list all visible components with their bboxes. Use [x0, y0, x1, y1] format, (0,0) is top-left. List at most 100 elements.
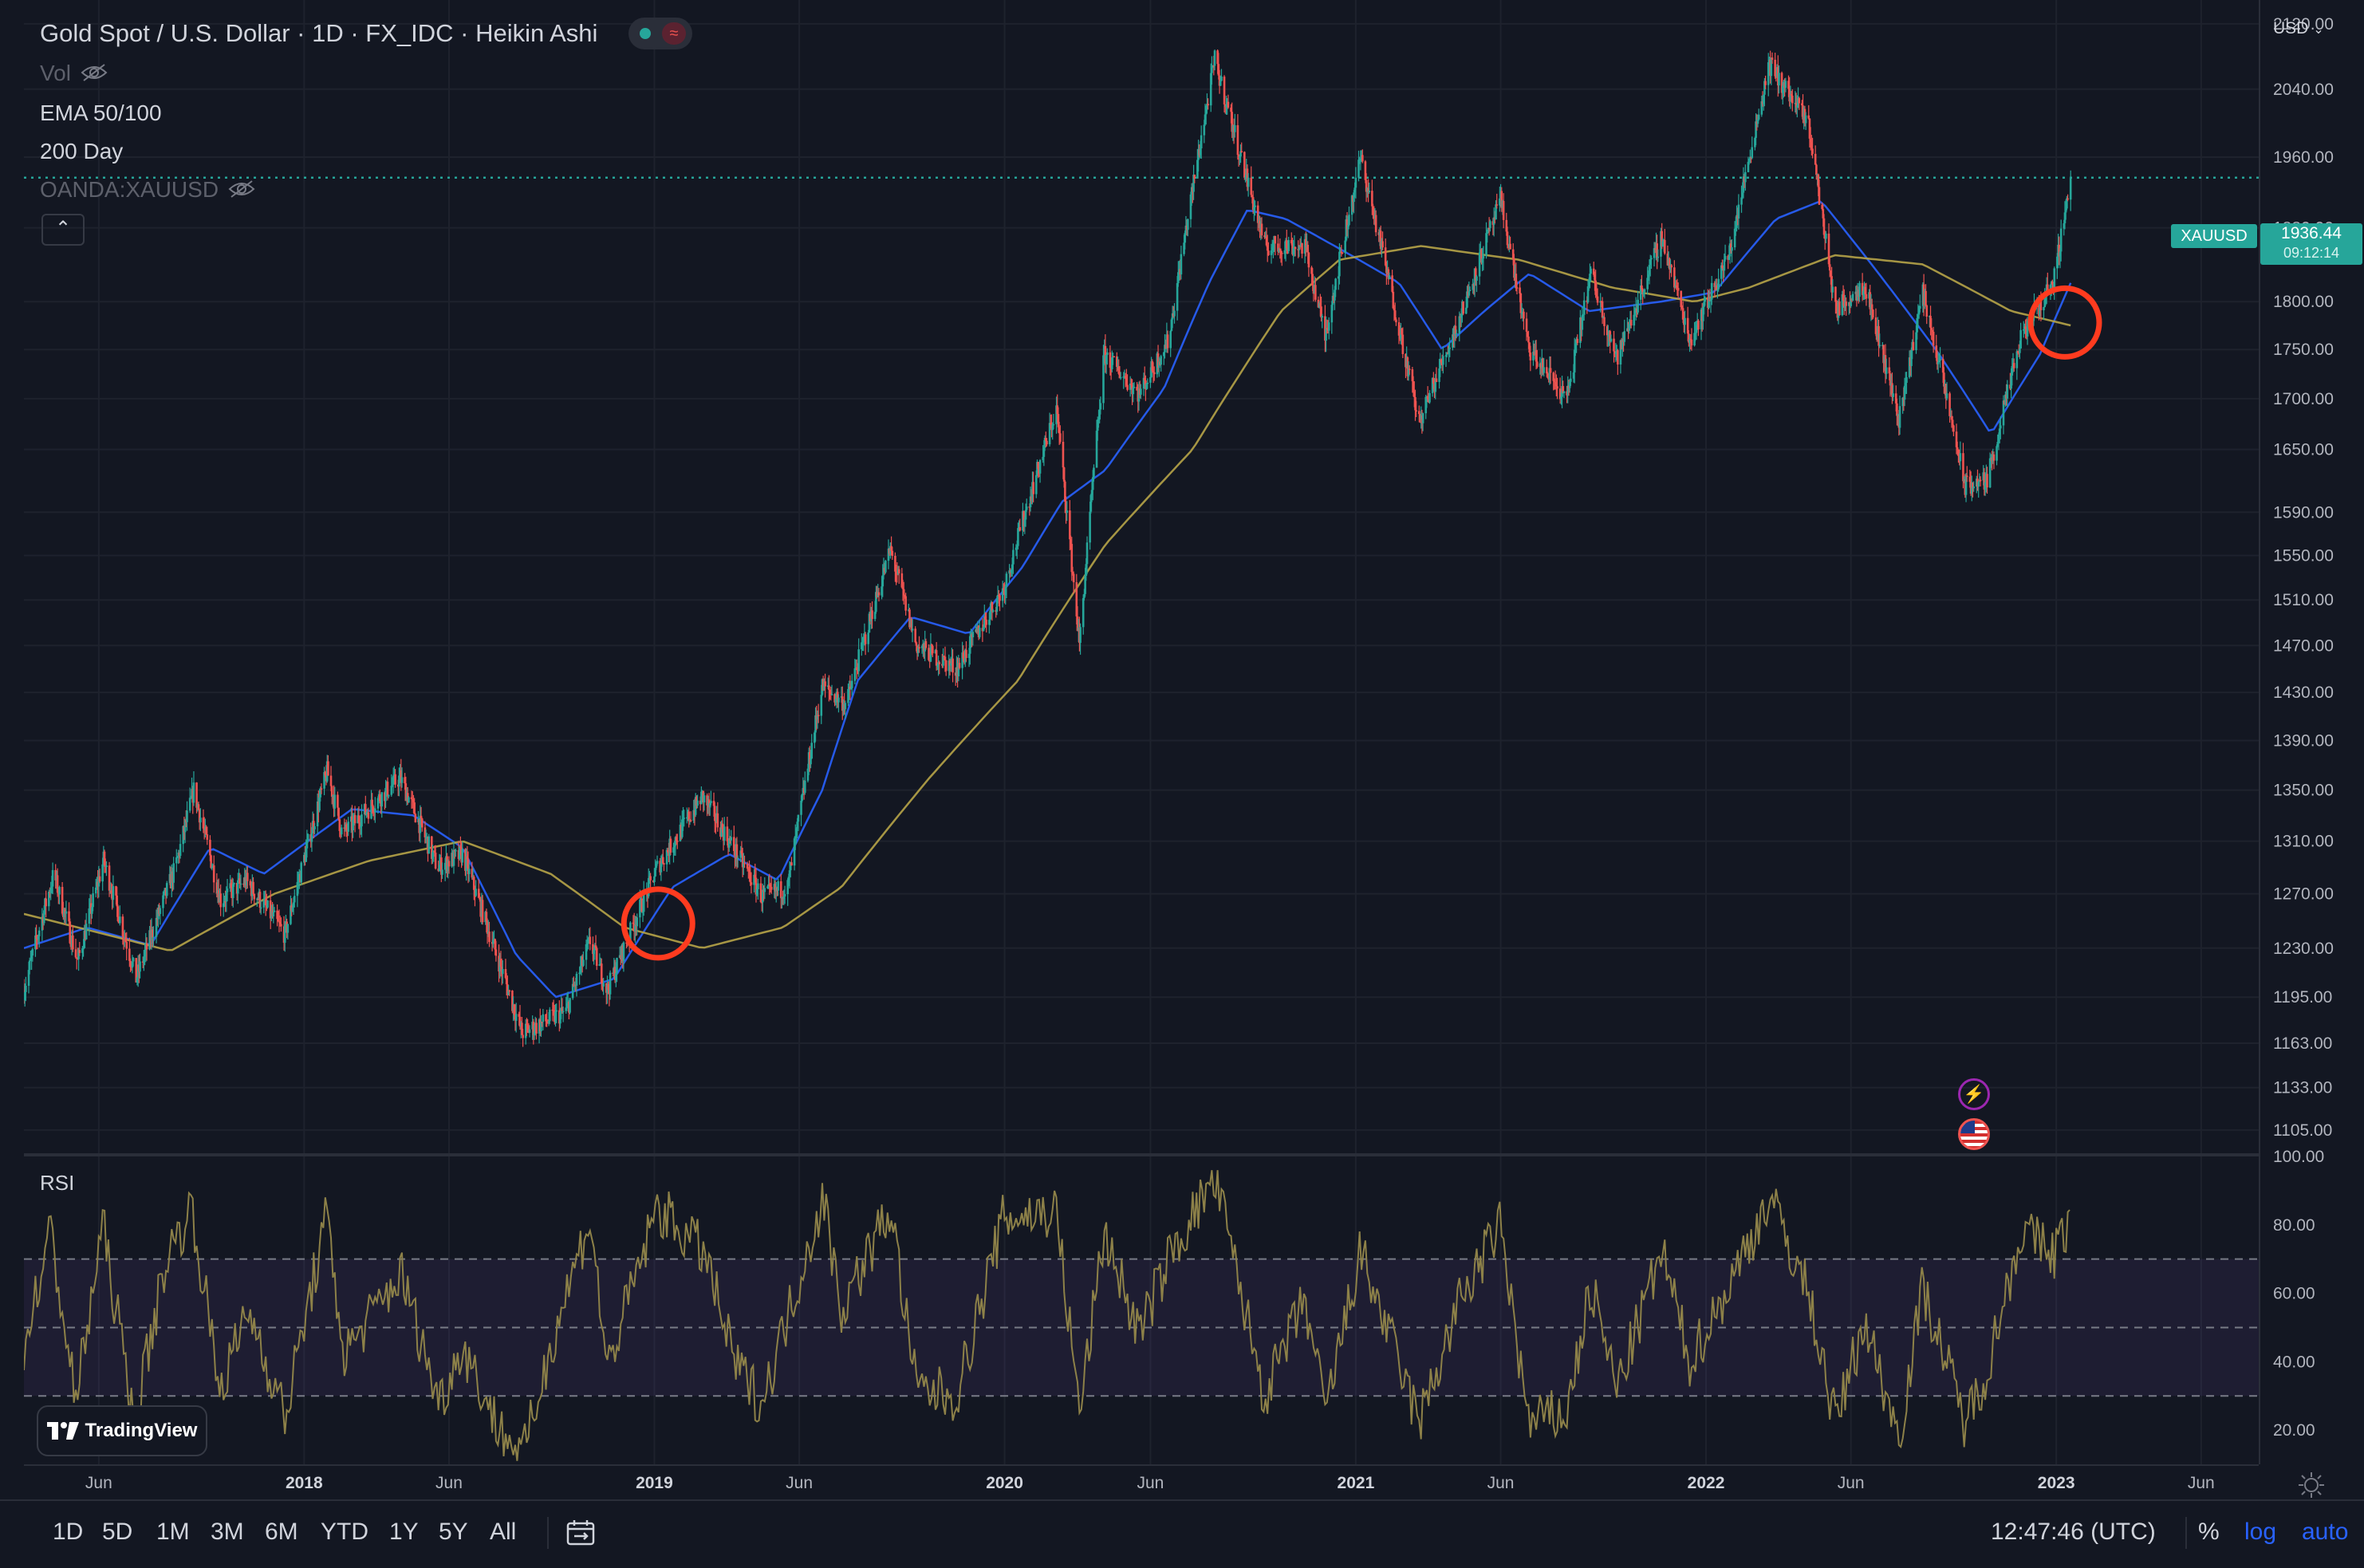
candle-body	[760, 902, 763, 904]
compare-indicator[interactable]: OANDA:XAUUSD	[40, 177, 255, 204]
candle-body	[962, 652, 965, 659]
candle-body	[817, 715, 820, 717]
candle-body	[1757, 114, 1760, 120]
candle-body	[1140, 388, 1142, 395]
candle-body	[1341, 252, 1344, 254]
candle-body	[1204, 105, 1208, 115]
candle-body	[514, 1014, 518, 1021]
candle-body	[172, 863, 175, 883]
hidden-eye-icon[interactable]	[81, 62, 108, 88]
candle-body	[82, 947, 85, 950]
percent-scale-toggle[interactable]: %	[2198, 1519, 2220, 1545]
market-status-toggle[interactable]: ≈	[628, 18, 692, 49]
brand-label: TradingView	[85, 1420, 198, 1441]
candle-body	[546, 1021, 548, 1022]
candle-body	[1532, 351, 1535, 360]
vol-indicator[interactable]: Vol	[40, 61, 108, 88]
candle-body	[45, 898, 47, 907]
candle-body	[1126, 384, 1129, 390]
range-1m-button[interactable]: 1M	[156, 1519, 190, 1545]
candle-body	[1367, 187, 1369, 193]
time-axis[interactable]: Jun 2018 Jun 2019 Jun 2020 Jun 2021 Jun 2022 Jun 20…	[24, 1466, 2259, 1499]
flash-event-icon[interactable]: ⚡	[1958, 1078, 1990, 1110]
candle-body	[50, 886, 53, 888]
candle-body	[713, 806, 716, 821]
candle-body	[504, 968, 507, 979]
candle-body	[1804, 115, 1807, 124]
log-scale-toggle[interactable]: log	[2244, 1519, 2277, 1545]
candle-body	[239, 883, 242, 885]
range-5y-button[interactable]: 5Y	[439, 1519, 468, 1545]
range-ytd-button[interactable]: YTD	[321, 1519, 368, 1545]
ma-indicator[interactable]: 200 Day	[40, 139, 123, 164]
candle-body	[1239, 156, 1241, 158]
range-5d-button[interactable]: 5D	[102, 1519, 133, 1545]
candle-body	[1581, 315, 1584, 330]
candle-body	[1219, 81, 1222, 86]
candle-body	[1790, 94, 1793, 96]
candle-body	[412, 799, 415, 803]
candle-body	[1669, 258, 1671, 270]
tradingview-logo[interactable]: TradingView	[37, 1405, 207, 1456]
candle-body	[578, 972, 581, 975]
auto-scale-toggle[interactable]: auto	[2302, 1519, 2349, 1545]
candle-body	[790, 862, 793, 866]
candle-body	[1042, 447, 1046, 457]
range-1y-button[interactable]: 1Y	[389, 1519, 419, 1545]
price-chart[interactable]	[24, 0, 2259, 1153]
collapse-legend-button[interactable]: ⌃	[41, 214, 85, 246]
candle-body	[1417, 411, 1420, 415]
price-tick-label: 1430.00	[2273, 684, 2334, 702]
range-3m-button[interactable]: 3M	[211, 1519, 244, 1545]
candle-body	[1455, 333, 1458, 335]
candle-body	[1193, 174, 1196, 179]
candle-body	[1381, 241, 1384, 248]
range-1d-button[interactable]: 1D	[53, 1519, 84, 1545]
candle-body	[1780, 73, 1783, 93]
candle-body	[1368, 191, 1371, 193]
candle-body	[1656, 243, 1658, 258]
candle-body	[1556, 386, 1558, 389]
candle-body	[877, 592, 881, 596]
candle-body	[1693, 333, 1696, 346]
price-axis[interactable]: 2120.002040.001960.001880.001800.001750.…	[2260, 0, 2364, 1464]
utc-clock[interactable]: 12:47:46 (UTC)	[1991, 1519, 2156, 1545]
candle-body	[1872, 309, 1874, 318]
candle-body	[1526, 331, 1529, 337]
candle-body	[669, 838, 672, 853]
ema-indicator[interactable]: EMA 50/100	[40, 100, 162, 126]
range-6m-button[interactable]: 6M	[265, 1519, 298, 1545]
rsi-chart[interactable]	[24, 1156, 2259, 1464]
candle-body	[1582, 300, 1586, 315]
go-to-date-button[interactable]	[565, 1519, 597, 1551]
axis-settings-button[interactable]	[2297, 1471, 2326, 1499]
range-all-button[interactable]: All	[490, 1519, 517, 1545]
candle-body	[932, 645, 934, 654]
candle-body	[1480, 249, 1483, 263]
hidden-eye-icon[interactable]	[228, 179, 255, 204]
candle-body	[727, 838, 731, 848]
candle-body	[1243, 152, 1246, 178]
us-economic-event-icon[interactable]	[1958, 1118, 1990, 1150]
candle-body	[370, 799, 372, 819]
candle-body	[1931, 329, 1934, 332]
candle-body	[1372, 206, 1374, 210]
candle-body	[755, 888, 758, 895]
candle-body	[2063, 223, 2066, 229]
currency-selector[interactable]: USD ⌄	[2273, 19, 2324, 38]
candle-body	[47, 892, 50, 907]
candle-body	[1721, 265, 1724, 269]
candle-body	[1004, 586, 1007, 596]
candle-body	[1500, 191, 1503, 208]
candle-body	[380, 792, 384, 807]
candle-body	[1104, 345, 1107, 364]
candle-body	[708, 803, 711, 808]
candle-body	[1932, 331, 1935, 346]
candle-body	[1487, 227, 1490, 233]
candle-body	[736, 857, 739, 860]
rsi-pane-separator[interactable]	[24, 1153, 2259, 1156]
candle-body	[1713, 282, 1716, 287]
candle-body	[404, 783, 408, 802]
candle-body	[2000, 425, 2002, 429]
candle-body	[1898, 406, 1901, 428]
